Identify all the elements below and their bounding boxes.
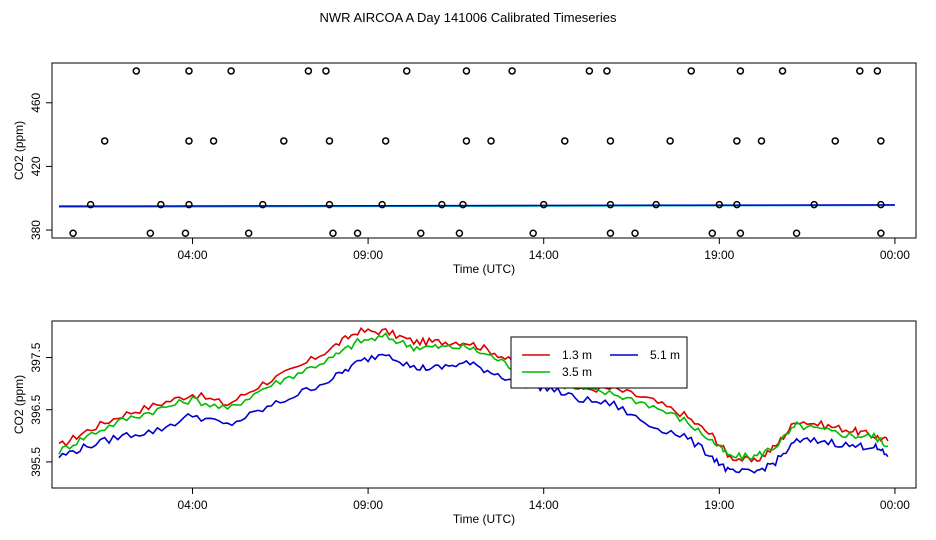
scatter-point xyxy=(877,200,885,209)
legend-label: 5.1 m xyxy=(650,348,680,362)
scatter-point xyxy=(455,229,464,237)
scatter-point xyxy=(810,200,818,209)
scatter-point xyxy=(736,67,745,75)
x-tick-label: 04:00 xyxy=(177,498,207,512)
scatter-point xyxy=(146,229,155,237)
scatter-point xyxy=(417,229,425,237)
scatter-point xyxy=(329,229,337,237)
x-tick-label: 14:00 xyxy=(529,248,559,262)
y-tick-label: 460 xyxy=(29,92,43,112)
scatter-point xyxy=(529,229,537,237)
scatter-point xyxy=(631,229,639,237)
scatter-point xyxy=(69,229,77,237)
scatter-point xyxy=(792,229,801,237)
x-axis-label: Time (UTC) xyxy=(453,512,515,526)
scatter-point xyxy=(459,200,467,209)
y-tick-label: 397.5 xyxy=(29,342,43,372)
scatter-point xyxy=(325,200,334,209)
x-axis-label: Time (UTC) xyxy=(453,262,515,276)
y-tick-label: 395.5 xyxy=(29,447,43,477)
y-tick-label: 380 xyxy=(29,220,43,240)
scatter-point xyxy=(873,67,882,75)
scatter-point xyxy=(227,67,235,75)
scatter-point xyxy=(181,229,190,237)
scatter-point xyxy=(606,200,615,209)
x-tick-label: 09:00 xyxy=(353,498,383,512)
scatter-point xyxy=(325,137,334,145)
scatter-point xyxy=(831,137,839,145)
scatter-point xyxy=(157,200,165,209)
scatter-point xyxy=(652,200,660,209)
scatter-point xyxy=(487,137,495,145)
scatter-point xyxy=(185,137,193,145)
scatter-point xyxy=(757,137,766,145)
scatter-point xyxy=(100,137,109,145)
scatter-point xyxy=(508,67,516,75)
scatter-point xyxy=(378,200,386,209)
scatter-point xyxy=(185,67,193,75)
scatter-point xyxy=(258,200,267,209)
scatter-point xyxy=(539,200,548,209)
scatter-point xyxy=(877,137,885,145)
x-tick-label: 09:00 xyxy=(353,248,383,262)
series-line-1.3m xyxy=(58,326,889,463)
x-tick-label: 04:00 xyxy=(177,248,207,262)
scatter-point xyxy=(585,67,594,75)
scatter-point xyxy=(606,229,615,237)
scatter-point xyxy=(280,137,288,145)
scatter-point xyxy=(606,137,615,145)
scatter-point xyxy=(733,137,741,145)
scatter-point xyxy=(603,67,611,75)
legend-label: 3.5 m xyxy=(562,365,592,379)
scatter-point xyxy=(244,229,253,237)
scatter-point xyxy=(353,229,362,237)
y-tick-label: 396.5 xyxy=(29,394,43,424)
scatter-point xyxy=(438,200,446,209)
scatter-point xyxy=(561,137,569,145)
y-axis-label: CO2 (ppm) xyxy=(12,121,26,180)
scatter-point xyxy=(132,67,141,75)
scatter-point xyxy=(715,200,724,209)
bottom-panel-lines: 04:00 09:00 14:00 19:00 00:00 Time (UTC) 395.5… xyxy=(12,320,917,526)
scatter-point xyxy=(209,137,218,145)
scatter-point xyxy=(666,137,674,145)
scatter-point xyxy=(86,200,95,209)
legend-box xyxy=(510,336,688,389)
plot-frame-1 xyxy=(51,62,917,239)
trace-line-1 xyxy=(59,204,895,207)
scatter-point xyxy=(402,67,411,75)
scatter-point xyxy=(778,67,787,75)
scatter-point xyxy=(462,67,471,75)
scatter-point xyxy=(322,67,330,75)
scatter-point xyxy=(462,137,471,145)
series-line-5.1m xyxy=(58,353,889,474)
scatter-point xyxy=(708,229,717,237)
scatter-point xyxy=(877,229,885,237)
legend-label: 1.3 m xyxy=(562,348,592,362)
scatter-point xyxy=(687,67,695,75)
legend: 1.3 m 5.1 m 3.5 m xyxy=(510,336,688,389)
x-tick-label: 19:00 xyxy=(704,498,734,512)
series-line-3.5m xyxy=(58,332,889,462)
chart-title: NWR AIRCOA A Day 141006 Calibrated Times… xyxy=(320,10,617,25)
scatter-point xyxy=(736,229,745,237)
scatter-point xyxy=(185,200,193,209)
scatter-point xyxy=(733,200,741,209)
scatter-point xyxy=(856,67,864,75)
x-tick-label: 14:00 xyxy=(529,498,559,512)
scatter-point xyxy=(304,67,313,75)
x-tick-label: 00:00 xyxy=(880,248,910,262)
x-tick-label: 19:00 xyxy=(704,248,734,262)
x-tick-label: 00:00 xyxy=(880,498,910,512)
plot-frame-2 xyxy=(51,320,917,489)
y-tick-label: 420 xyxy=(29,156,43,176)
y-axis-label: CO2 (ppm) xyxy=(12,375,26,434)
top-panel-scatter: 04:00 09:00 14:00 19:00 00:00 Time (UTC) 380 42… xyxy=(12,62,917,276)
scatter-point xyxy=(381,137,390,145)
